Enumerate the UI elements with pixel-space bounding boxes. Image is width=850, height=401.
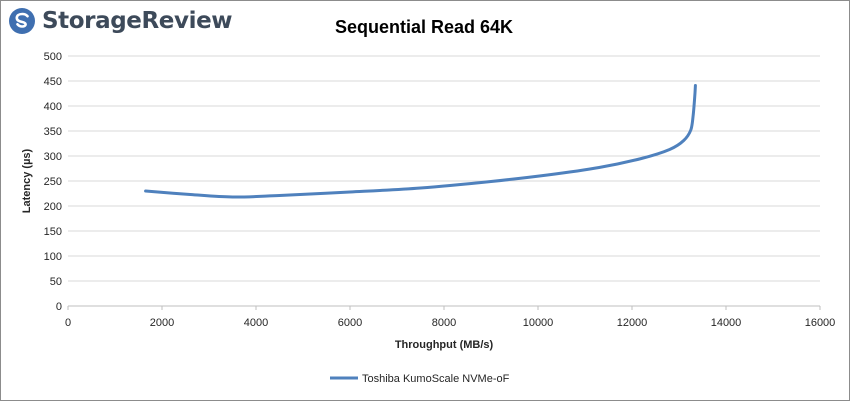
- y-tick-label-350: 350: [44, 126, 62, 138]
- x-tick-label-14000: 14000: [711, 317, 742, 329]
- series-line-0: [144, 84, 697, 199]
- x-axis-tick-labels: 0 2000 4000 6000 8000 10000 12000 14000 16000: [65, 317, 835, 329]
- x-tick-label-10000: 10000: [523, 317, 554, 329]
- y-axis-tick-labels: 0 50 100 150 200 250 300 350 400 450 500: [44, 51, 62, 313]
- legend: Toshiba KumoScale NVMe-oF: [330, 373, 510, 385]
- y-tick-label-200: 200: [44, 201, 62, 213]
- logo-text: StorageReview: [42, 8, 233, 34]
- y-tick-label-450: 450: [44, 76, 62, 88]
- y-axis-title: Latency (µs): [21, 148, 33, 213]
- x-tick-label-12000: 12000: [617, 317, 648, 329]
- x-tick-label-4000: 4000: [244, 317, 268, 329]
- y-tick-label-250: 250: [44, 176, 62, 188]
- x-axis-title: Throughput (MB/s): [395, 339, 494, 351]
- y-tick-label-0: 0: [56, 301, 62, 313]
- legend-label: Toshiba KumoScale NVMe-oF: [362, 373, 510, 385]
- x-tick-label-0: 0: [65, 317, 71, 329]
- x-tick-label-2000: 2000: [150, 317, 174, 329]
- x-tick-label-6000: 6000: [338, 317, 362, 329]
- y-tick-label-400: 400: [44, 101, 62, 113]
- x-tick-label-16000: 16000: [805, 317, 836, 329]
- brand-logo: StorageReview: [8, 6, 233, 36]
- y-tick-label-500: 500: [44, 51, 62, 63]
- y-tick-label-150: 150: [44, 226, 62, 238]
- data-series: [144, 84, 697, 199]
- storagereview-logo-icon: [9, 8, 35, 34]
- gridlines: [68, 55, 820, 282]
- x-tick-label-8000: 8000: [432, 317, 456, 329]
- chart-title: Sequential Read 64K: [335, 17, 513, 37]
- y-tick-label-50: 50: [50, 276, 62, 288]
- y-tick-label-100: 100: [44, 251, 62, 263]
- y-tick-label-300: 300: [44, 151, 62, 163]
- axes: [67, 305, 821, 310]
